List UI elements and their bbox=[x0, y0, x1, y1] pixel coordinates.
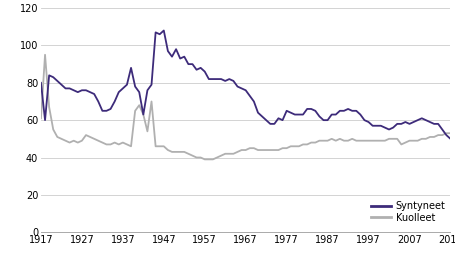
Legend: Syntyneet, Kuolleet: Syntyneet, Kuolleet bbox=[371, 201, 445, 223]
